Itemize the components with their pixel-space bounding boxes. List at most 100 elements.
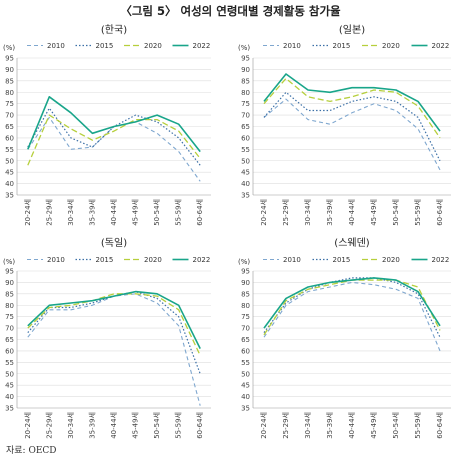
y-tick-label: 70: [241, 325, 250, 333]
x-tick-label: 50-54세: [152, 199, 161, 226]
x-tick-label: 45-49세: [369, 412, 378, 439]
legend-label-2022: 2022: [432, 256, 450, 264]
series-line-2022: [27, 96, 201, 153]
y-tick-label: 80: [5, 89, 14, 97]
x-tick-label: 20-24세: [259, 199, 268, 226]
y-tick-label: 50: [241, 157, 250, 165]
y-tick-label: 85: [5, 290, 14, 298]
figure-title: 〈그림 5〉 여성의 연령대별 경제활동 참가율: [120, 4, 341, 18]
x-tick-label: 40-44세: [109, 412, 118, 439]
y-tick-label: 85: [241, 290, 250, 298]
x-tick-label: 40-44세: [347, 199, 356, 226]
y-unit-label: (%): [3, 258, 15, 266]
legend-label-2022: 2022: [432, 42, 450, 50]
series-line-2015: [27, 107, 201, 166]
x-tick-label: 50-54세: [152, 412, 161, 439]
y-tick-label: 40: [5, 180, 14, 188]
y-tick-label: 80: [241, 302, 250, 310]
y-tick-label: 80: [241, 89, 250, 97]
y-tick-label: 40: [5, 393, 14, 401]
y-tick-label: 50: [5, 370, 14, 378]
y-tick-label: 85: [241, 77, 250, 85]
x-tick-label: 50-54세: [391, 412, 400, 439]
x-tick-label: 45-49세: [131, 199, 140, 226]
y-tick-label: 70: [5, 325, 14, 333]
series-line-2020: [263, 279, 441, 336]
legend-label-2010: 2010: [283, 42, 301, 50]
x-tick-label: 40-44세: [347, 412, 356, 439]
y-tick-label: 40: [241, 393, 250, 401]
x-tick-label: 35-39세: [325, 199, 334, 226]
x-tick-label: 25-29세: [281, 412, 290, 439]
series-line-2010: [27, 293, 201, 406]
x-tick-label: 60-64세: [195, 412, 204, 439]
y-tick-label: 90: [241, 279, 250, 287]
y-unit-label: (%): [238, 258, 250, 266]
x-tick-label: 45-49세: [131, 412, 140, 439]
x-tick-label: 40-44세: [109, 199, 118, 226]
y-tick-label: 35: [241, 192, 250, 200]
x-tick-label: 25-29세: [44, 412, 53, 439]
series-line-2022: [263, 277, 441, 329]
y-tick-label: 75: [5, 313, 14, 321]
y-tick-label: 70: [5, 112, 14, 120]
y-tick-label: 65: [5, 123, 14, 131]
y-tick-label: 65: [241, 336, 250, 344]
y-tick-label: 65: [5, 336, 14, 344]
legend-label-2022: 2022: [193, 256, 211, 264]
y-tick-label: 45: [5, 169, 14, 177]
series-line-2020: [27, 114, 201, 166]
legend-label-2015: 2015: [96, 42, 114, 50]
y-tick-label: 95: [5, 268, 14, 276]
legend-label-2022: 2022: [193, 42, 211, 50]
y-tick-label: 50: [5, 157, 14, 165]
x-tick-label: 30-34세: [303, 199, 312, 226]
y-tick-label: 55: [241, 146, 250, 154]
y-tick-label: 90: [5, 279, 14, 287]
y-tick-label: 60: [241, 134, 250, 142]
x-tick-label: 60-64세: [435, 199, 444, 226]
x-tick-label: 35-39세: [87, 199, 96, 226]
legend-label-2010: 2010: [47, 256, 65, 264]
y-tick-label: 75: [5, 100, 14, 108]
series-line-2020: [27, 293, 201, 356]
y-unit-label: (%): [238, 44, 250, 52]
x-tick-label: 50-54세: [391, 199, 400, 226]
legend-label-2010: 2010: [283, 256, 301, 264]
y-tick-label: 75: [241, 313, 250, 321]
legend-label-2020: 2020: [144, 256, 162, 264]
y-tick-label: 55: [241, 359, 250, 367]
legend-label-2015: 2015: [333, 256, 351, 264]
x-tick-label: 60-64세: [195, 199, 204, 226]
x-tick-label: 20-24세: [23, 412, 32, 439]
x-tick-label: 20-24세: [23, 199, 32, 226]
y-tick-label: 65: [241, 123, 250, 131]
y-tick-label: 50: [241, 370, 250, 378]
legend-label-2015: 2015: [96, 256, 114, 264]
x-tick-label: 45-49세: [369, 199, 378, 226]
x-tick-label: 35-39세: [87, 412, 96, 439]
y-tick-label: 90: [5, 66, 14, 74]
y-tick-label: 80: [5, 302, 14, 310]
series-line-2010: [263, 281, 441, 352]
chart-title: (일본): [339, 24, 365, 36]
chart-title: (독일): [101, 237, 127, 249]
charts-svg: (한국) (%) 2010 2015 2020 2022 35 40 45 50 55 60 65 70 7…: [3, 24, 451, 439]
y-tick-label: 35: [241, 405, 250, 413]
series-line-2015: [263, 91, 441, 162]
chart-title: (스웨덴): [334, 237, 370, 249]
y-tick-label: 85: [5, 77, 14, 85]
y-tick-label: 45: [5, 382, 14, 390]
chart-panel-2: (독일) (%) 2010 2015 2020 2022 35 40 45 50 55 60 65 70 7…: [3, 237, 211, 439]
y-tick-label: 35: [5, 405, 14, 413]
x-tick-label: 25-29세: [281, 199, 290, 226]
y-tick-label: 35: [5, 192, 14, 200]
chart-panel-0: (한국) (%) 2010 2015 2020 2022 35 40 45 50 55 60 65 70 7…: [3, 24, 211, 226]
x-tick-label: 60-64세: [435, 412, 444, 439]
x-tick-label: 55-59세: [413, 199, 422, 226]
legend-label-2015: 2015: [333, 42, 351, 50]
legend-label-2020: 2020: [382, 42, 400, 50]
x-tick-label: 55-59세: [413, 412, 422, 439]
legend-label-2010: 2010: [47, 42, 65, 50]
x-tick-label: 20-24세: [259, 412, 268, 439]
